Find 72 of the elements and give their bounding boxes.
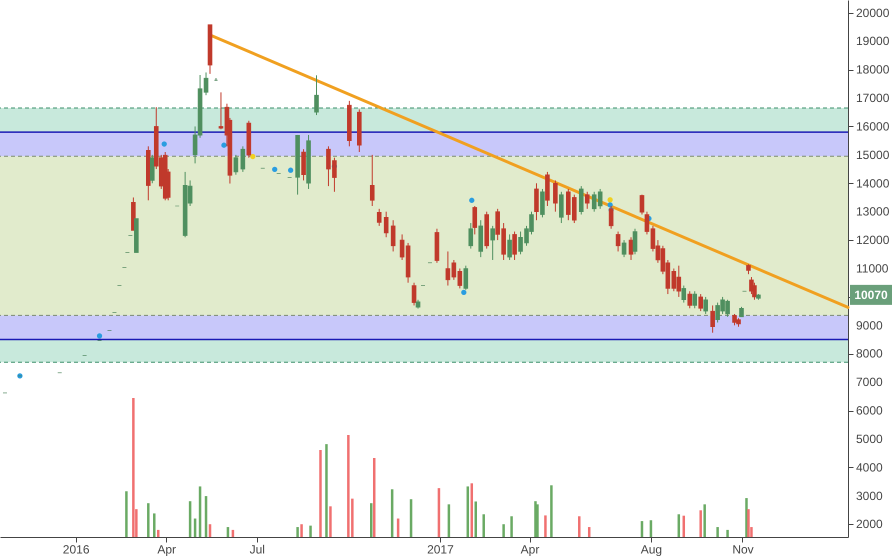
candlestick <box>540 188 545 218</box>
candlestick <box>632 228 638 255</box>
x-tick-label: Aug <box>640 542 662 556</box>
point <box>96 333 102 338</box>
candlestick <box>534 182 539 221</box>
y-tick-label: 7000 <box>856 375 884 390</box>
point <box>469 198 474 203</box>
x-tick-label: Nov <box>732 542 754 556</box>
x-tick-label: Apr <box>520 542 540 556</box>
candlestick <box>384 211 388 238</box>
y-tick-label: 8000 <box>856 346 884 361</box>
candlestick <box>746 264 751 275</box>
y-tick-label: 4000 <box>856 460 884 474</box>
y-tick-label: 3000 <box>856 488 884 503</box>
y-tick-label: 14000 <box>856 176 890 190</box>
y-tick-label: 16000 <box>856 119 890 134</box>
x-tick-label: Jul <box>250 542 265 556</box>
candlestick <box>622 240 626 258</box>
y-tick-label: 9000 <box>856 318 884 332</box>
y-tick-label: 17000 <box>856 91 890 106</box>
x-tick-label: 2017 <box>427 542 454 556</box>
y-tick-label: 12000 <box>856 233 890 248</box>
candlestick <box>698 294 703 312</box>
text: 10070 <box>854 288 888 302</box>
candlestick <box>584 191 590 210</box>
candlestick <box>468 222 474 250</box>
y-tick-label: 20000 <box>856 6 890 20</box>
candlestick <box>739 306 744 318</box>
candlestick <box>150 154 155 184</box>
candlestick <box>370 154 375 206</box>
point <box>288 168 294 173</box>
candlestick <box>710 304 715 334</box>
candlestick <box>640 194 644 216</box>
y-tick-label: 2000 <box>856 517 884 532</box>
candlestick <box>553 180 558 212</box>
point <box>221 142 227 148</box>
y-tick-label: 6000 <box>856 404 884 418</box>
candlestick <box>687 290 692 309</box>
y-tick-label: 15000 <box>856 148 890 162</box>
candlestick <box>376 208 382 226</box>
y-tick-label: 11000 <box>856 262 889 276</box>
point <box>17 373 23 379</box>
point <box>250 154 256 160</box>
x-tick-label: Apr <box>157 542 176 556</box>
y-tick-label: 18000 <box>856 62 890 77</box>
candlestick <box>732 313 737 326</box>
point <box>607 202 613 208</box>
candlestick <box>507 234 512 260</box>
candlestick <box>681 285 686 304</box>
candlestick <box>692 290 698 309</box>
candlestick <box>616 231 620 252</box>
x-tick-label: 2016 <box>62 542 90 556</box>
candlestick <box>703 296 708 314</box>
candlestick <box>472 205 478 235</box>
candlestick <box>412 282 416 306</box>
point <box>461 290 466 296</box>
candlestick <box>301 148 306 181</box>
candlestick <box>234 154 238 176</box>
point <box>162 141 167 147</box>
candlestick <box>559 191 564 224</box>
y-tick-label: 13000 <box>856 204 890 219</box>
candlestick <box>578 186 584 216</box>
point <box>607 197 613 202</box>
candlestick <box>314 74 319 116</box>
candlestick <box>240 146 246 172</box>
candlestick <box>512 231 517 260</box>
candlestick <box>390 220 396 252</box>
y-tick-label: 5000 <box>856 432 884 446</box>
candlestick <box>490 225 495 260</box>
y-tick-label: 19000 <box>856 34 890 48</box>
candlestick <box>464 265 468 290</box>
point <box>272 166 278 172</box>
